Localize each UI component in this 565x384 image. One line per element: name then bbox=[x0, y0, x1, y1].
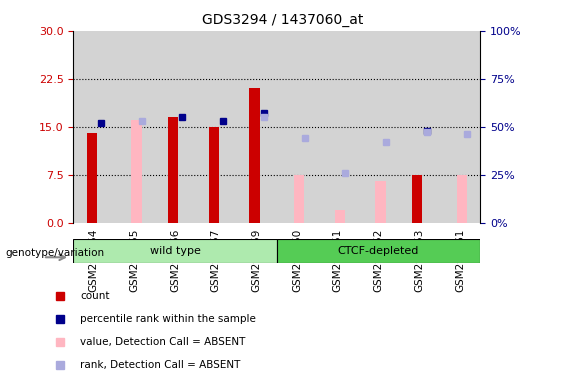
Bar bbox=[399, 31, 440, 223]
Bar bbox=[412, 175, 422, 223]
Bar bbox=[73, 31, 114, 223]
Bar bbox=[132, 120, 142, 223]
Bar bbox=[73, 239, 277, 263]
Bar bbox=[277, 31, 318, 223]
Text: wild type: wild type bbox=[150, 246, 201, 256]
Bar bbox=[335, 210, 345, 223]
Text: rank, Detection Call = ABSENT: rank, Detection Call = ABSENT bbox=[80, 360, 240, 370]
Bar bbox=[249, 88, 259, 223]
Bar bbox=[457, 175, 467, 223]
Bar bbox=[236, 31, 277, 223]
Bar bbox=[208, 127, 219, 223]
Text: CTCF-depleted: CTCF-depleted bbox=[338, 246, 419, 256]
Bar bbox=[358, 31, 399, 223]
Bar bbox=[195, 31, 236, 223]
Bar bbox=[168, 117, 178, 223]
Bar bbox=[318, 31, 358, 223]
Text: genotype/variation: genotype/variation bbox=[6, 248, 105, 258]
Text: count: count bbox=[80, 291, 110, 301]
Bar bbox=[440, 31, 480, 223]
Text: GDS3294 / 1437060_at: GDS3294 / 1437060_at bbox=[202, 13, 363, 27]
Bar bbox=[155, 31, 195, 223]
Text: value, Detection Call = ABSENT: value, Detection Call = ABSENT bbox=[80, 337, 245, 347]
Bar bbox=[277, 239, 480, 263]
Bar bbox=[86, 133, 97, 223]
Bar bbox=[376, 181, 386, 223]
Bar bbox=[114, 31, 155, 223]
Text: percentile rank within the sample: percentile rank within the sample bbox=[80, 314, 256, 324]
Bar bbox=[294, 175, 305, 223]
